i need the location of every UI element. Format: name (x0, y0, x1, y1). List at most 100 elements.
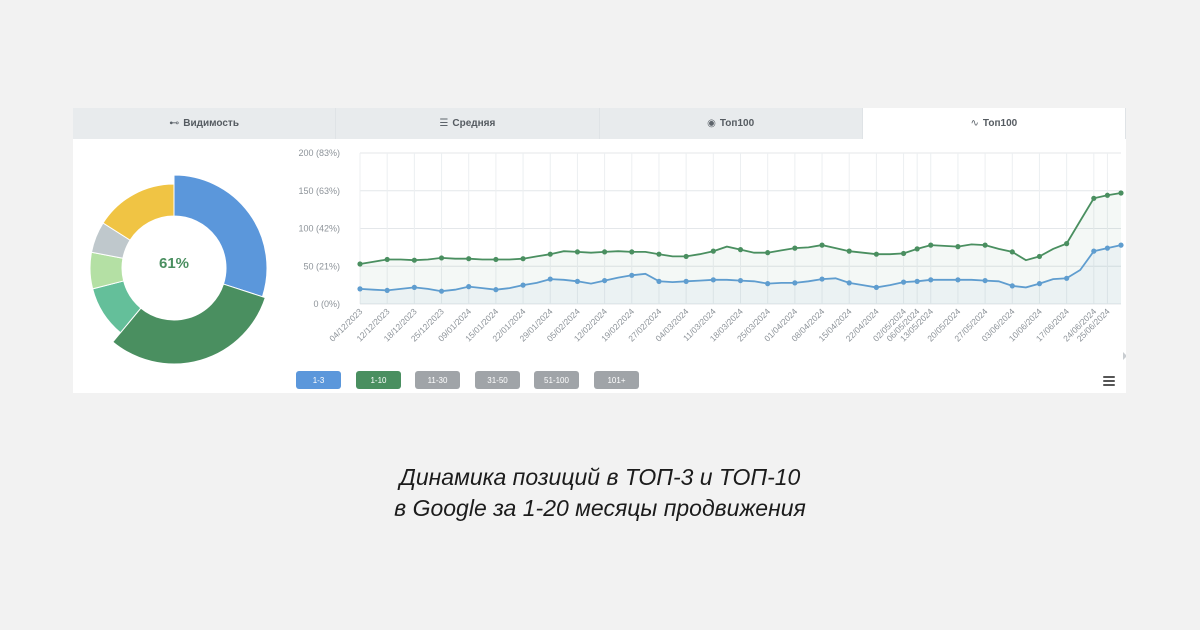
data-point (547, 276, 553, 282)
legend-button-31-50[interactable]: 31-50 (475, 371, 520, 389)
tab-top100-trend[interactable]: ∿ Топ100 (862, 108, 1126, 139)
data-point (792, 280, 798, 286)
legend-button-label: 101+ (607, 375, 626, 385)
series-area (360, 193, 1121, 304)
data-point (656, 278, 662, 284)
data-point (846, 248, 852, 254)
data-point (520, 256, 526, 262)
data-point (357, 286, 363, 292)
data-point (982, 242, 988, 248)
y-tick-label: 50 (21%) (303, 261, 340, 271)
donut-segment (173, 174, 268, 298)
data-point (737, 277, 744, 284)
legend-button-101-plus[interactable]: 101+ (594, 371, 639, 389)
y-tick-label: 0 (0%) (313, 299, 340, 309)
data-point (520, 282, 526, 288)
legend-button-label: 11-30 (427, 375, 448, 385)
tab-label: Средняя (452, 118, 496, 129)
data-point (1036, 281, 1043, 287)
y-tick-label: 100 (42%) (298, 224, 340, 234)
data-point (982, 277, 988, 284)
tab-label: Топ100 (719, 118, 755, 129)
donut-center-label: 61% (159, 255, 189, 272)
y-tick-label: 200 (83%) (298, 148, 340, 158)
data-point (710, 277, 716, 283)
series-area (360, 245, 1121, 304)
caption-line-1: Динамика позиций в ТОП-3 и ТОП-10 (399, 464, 801, 490)
data-point (873, 251, 879, 257)
data-point (574, 249, 581, 255)
y-tick-label: 150 (63%) (298, 186, 340, 196)
data-point (1091, 248, 1097, 254)
caption: Динамика позиций в ТОП-3 и ТОП-10 в Goog… (0, 462, 1200, 524)
glasses-icon: ⊷ (169, 118, 180, 129)
data-point (466, 284, 472, 290)
data-point (900, 250, 907, 257)
trend-icon: ∿ (970, 118, 979, 129)
data-point (1104, 192, 1111, 198)
scroll-arrow-icon (1123, 352, 1126, 360)
legend-button-label: 51-100 (544, 375, 569, 385)
data-point (629, 249, 635, 255)
data-point (955, 277, 961, 283)
data-point (438, 288, 445, 294)
tab-top100-stack[interactable]: ◉ Топ100 (600, 108, 863, 139)
data-point (873, 284, 879, 290)
legend-button-1-3[interactable]: 1-3 (296, 371, 341, 389)
data-point (1064, 241, 1070, 247)
data-point (1118, 190, 1124, 196)
data-point (357, 261, 363, 267)
tab-average[interactable]: ☰ Средняя (336, 108, 600, 139)
data-point (683, 253, 689, 260)
data-point (928, 277, 934, 283)
chart-panel: ⊷ Видимость ☰ Средняя ◉ Топ100 ∿ Топ100 … (73, 108, 1126, 393)
data-point (493, 256, 499, 263)
data-point (493, 287, 499, 293)
tab-label: Видимость (183, 118, 239, 129)
tab-label: Топ100 (982, 118, 1018, 129)
donut-chart: 61% (89, 174, 268, 365)
stack-icon: ◉ (707, 118, 716, 129)
data-point (656, 251, 662, 257)
data-point (384, 256, 390, 263)
data-point (1064, 275, 1070, 281)
data-point (1104, 245, 1111, 251)
data-point (914, 278, 920, 284)
data-point (683, 278, 689, 284)
data-point (792, 245, 798, 251)
data-point (602, 277, 608, 284)
legend-button-label: 1-10 (370, 375, 387, 385)
data-point (384, 287, 390, 294)
data-point (438, 255, 445, 261)
tab-bar: ⊷ Видимость ☰ Средняя ◉ Топ100 ∿ Топ100 (73, 108, 1126, 139)
data-point (819, 276, 825, 282)
data-point (1009, 283, 1015, 289)
data-point (955, 244, 961, 250)
data-point (1036, 253, 1043, 260)
data-point (547, 251, 553, 257)
hamburger-menu-icon[interactable] (1103, 376, 1115, 386)
data-point (574, 278, 581, 284)
data-point (914, 246, 920, 252)
tab-visibility[interactable]: ⊷ Видимость (73, 108, 337, 139)
data-point (1118, 242, 1124, 248)
data-point (710, 248, 716, 254)
data-point (411, 284, 417, 290)
data-point (928, 242, 934, 248)
line-chart: 0 (0%) 50 (21%) 100 (42%) 150 (63%) 200 (83%… (298, 148, 1126, 360)
donut-segment (112, 283, 266, 365)
legend-button-11-30[interactable]: 11-30 (415, 371, 460, 389)
legend-button-label: 31-50 (487, 375, 508, 385)
legend-button-51-100[interactable]: 51-100 (534, 371, 579, 389)
data-point (819, 242, 825, 248)
legend-button-1-10[interactable]: 1-10 (356, 371, 401, 389)
list-icon: ☰ (439, 118, 449, 129)
caption-line-2: в Google за 1-20 месяцы продвижения (394, 495, 806, 521)
data-point (900, 279, 907, 285)
data-point (602, 249, 608, 255)
donut-segment (102, 183, 175, 241)
data-point (765, 281, 771, 287)
data-point (411, 257, 417, 263)
data-point (466, 256, 472, 262)
legend-button-label: 1-3 (312, 375, 325, 385)
